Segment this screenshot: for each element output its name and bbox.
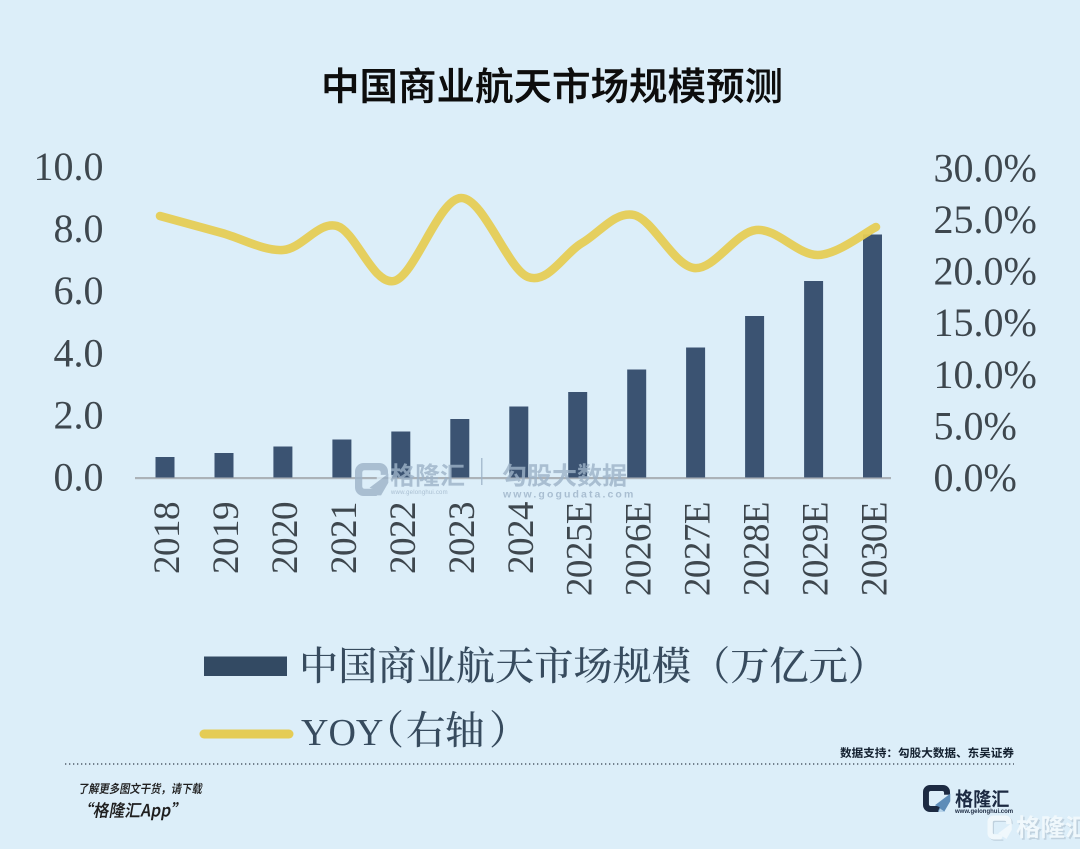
svg-text:YOY: YOY [301,712,383,754]
svg-text:2018: 2018 [147,502,188,574]
svg-text:6.0: 6.0 [54,268,104,313]
svg-text:2022: 2022 [383,502,424,574]
svg-text:2029E: 2029E [796,502,837,596]
svg-text:2027E: 2027E [678,502,719,596]
svg-text:2019: 2019 [206,502,247,574]
svg-text:2023: 2023 [442,502,483,574]
svg-text:5.0%: 5.0% [934,403,1017,448]
svg-text:10.0%: 10.0% [934,352,1037,397]
svg-text:10.0: 10.0 [34,144,104,189]
svg-text:2025E: 2025E [560,502,601,596]
svg-text:2028E: 2028E [737,502,778,596]
svg-text:8.0: 8.0 [54,206,104,251]
svg-text:20.0%: 20.0% [934,249,1037,294]
svg-text:www.gelonghui.com: www.gelonghui.com [954,809,1013,815]
svg-text:0.0%: 0.0% [934,455,1017,500]
svg-text:2024: 2024 [501,502,542,574]
svg-text:30.0%: 30.0% [934,145,1037,190]
svg-text:www.gelonghui.com: www.gelonghui.com [390,490,448,496]
svg-text:2.0: 2.0 [54,392,104,437]
svg-text:2026E: 2026E [619,502,660,596]
svg-text:www.gogudata.com: www.gogudata.com [502,489,635,501]
svg-text:2021: 2021 [324,502,365,574]
svg-text:2020: 2020 [265,502,306,574]
svg-text:2030E: 2030E [855,502,896,596]
svg-text:4.0: 4.0 [54,330,104,375]
svg-text:0.0: 0.0 [54,455,104,500]
svg-text:25.0%: 25.0% [934,197,1037,242]
svg-text:15.0%: 15.0% [934,300,1037,345]
